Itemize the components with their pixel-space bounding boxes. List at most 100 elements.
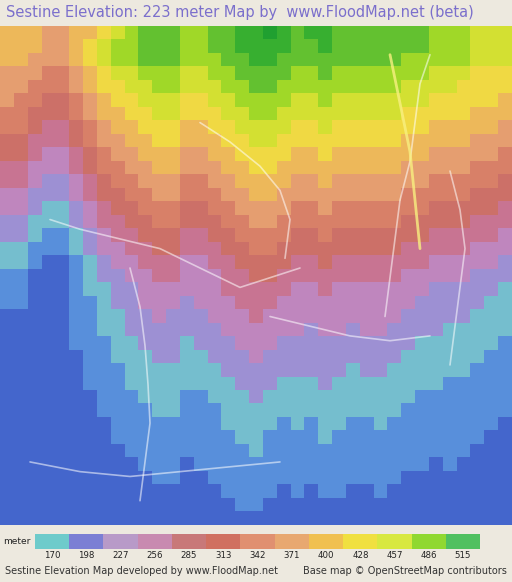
Bar [388, 417, 401, 431]
Bar [360, 255, 374, 268]
Bar [41, 444, 55, 457]
Bar [166, 80, 180, 93]
Bar [318, 336, 332, 350]
Bar [221, 174, 235, 187]
Bar [83, 363, 97, 377]
Bar [318, 296, 332, 309]
Bar [374, 390, 388, 403]
Bar [111, 147, 124, 161]
Bar [346, 457, 360, 471]
Bar [360, 187, 374, 201]
Bar [41, 403, 55, 417]
Bar [305, 242, 318, 255]
Bar [55, 390, 69, 403]
Bar [332, 255, 346, 268]
Bar [111, 52, 124, 66]
Bar [291, 147, 305, 161]
Bar [180, 403, 194, 417]
Bar [443, 471, 457, 484]
Bar [318, 52, 332, 66]
Bar [332, 350, 346, 363]
Bar [97, 336, 111, 350]
Bar [309, 534, 343, 549]
Bar [346, 444, 360, 457]
Bar [111, 120, 124, 134]
Bar [41, 26, 55, 39]
Bar [14, 484, 28, 498]
Bar [166, 66, 180, 80]
Bar [221, 134, 235, 147]
Bar [277, 512, 291, 525]
Bar [332, 377, 346, 390]
Bar [152, 147, 166, 161]
Bar [318, 242, 332, 255]
Bar [374, 26, 388, 39]
Bar [374, 417, 388, 431]
Bar [471, 296, 484, 309]
Bar [194, 403, 207, 417]
Bar [277, 444, 291, 457]
Bar [429, 403, 443, 417]
Bar [235, 498, 249, 512]
Bar [318, 107, 332, 120]
Bar [138, 52, 152, 66]
Bar [124, 39, 138, 52]
Bar [415, 107, 429, 120]
Bar [498, 80, 512, 93]
Bar [69, 255, 83, 268]
Bar [166, 417, 180, 431]
Bar [388, 255, 401, 268]
Bar [14, 336, 28, 350]
Bar [415, 39, 429, 52]
Bar [415, 498, 429, 512]
Bar [194, 390, 207, 403]
Bar [263, 107, 277, 120]
Bar [429, 296, 443, 309]
Bar [388, 174, 401, 187]
Bar [429, 39, 443, 52]
Bar [124, 201, 138, 215]
Bar [498, 309, 512, 322]
Bar [471, 336, 484, 350]
Bar [0, 471, 14, 484]
Bar [305, 255, 318, 268]
Bar [207, 417, 221, 431]
Bar [138, 534, 172, 549]
Bar [429, 268, 443, 282]
Bar [318, 484, 332, 498]
Bar [498, 498, 512, 512]
Bar [111, 134, 124, 147]
Bar [249, 336, 263, 350]
Bar [318, 134, 332, 147]
Bar [180, 107, 194, 120]
Bar [152, 268, 166, 282]
Bar [429, 377, 443, 390]
Bar [360, 52, 374, 66]
Bar [235, 187, 249, 201]
Bar [415, 26, 429, 39]
Bar [374, 498, 388, 512]
Bar [443, 228, 457, 242]
Bar [263, 431, 277, 444]
Bar [194, 377, 207, 390]
Bar [457, 282, 471, 296]
Bar [180, 322, 194, 336]
Bar [291, 417, 305, 431]
Bar [207, 120, 221, 134]
Bar [221, 242, 235, 255]
Bar [221, 26, 235, 39]
Bar [172, 534, 206, 549]
Bar [263, 80, 277, 93]
Bar [0, 120, 14, 134]
Bar [166, 336, 180, 350]
Bar [415, 296, 429, 309]
Bar [69, 417, 83, 431]
Bar [263, 242, 277, 255]
Bar [263, 390, 277, 403]
Bar [457, 417, 471, 431]
Bar [249, 363, 263, 377]
Bar [207, 484, 221, 498]
Bar [235, 255, 249, 268]
Bar [277, 282, 291, 296]
Bar [332, 80, 346, 93]
